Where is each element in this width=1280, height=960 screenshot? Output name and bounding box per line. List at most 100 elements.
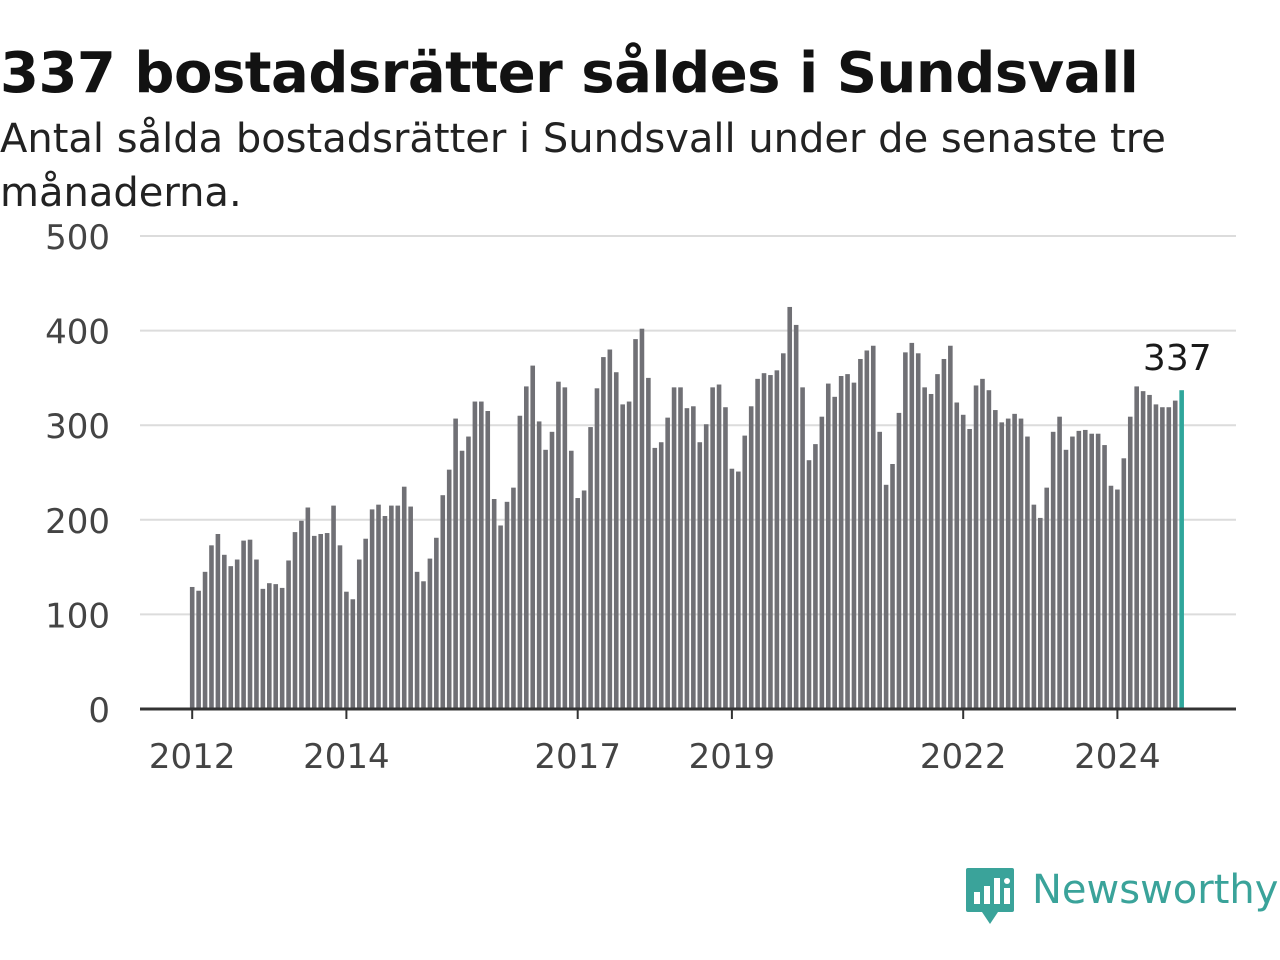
bar bbox=[453, 418, 458, 709]
bar bbox=[408, 506, 413, 709]
bar bbox=[286, 560, 291, 709]
bar bbox=[1070, 436, 1075, 709]
bar bbox=[273, 584, 279, 709]
bar bbox=[215, 533, 221, 709]
bar bbox=[1005, 418, 1011, 709]
bar bbox=[1082, 429, 1088, 709]
bar bbox=[1057, 416, 1062, 709]
bar bbox=[1076, 430, 1082, 709]
bar bbox=[1121, 458, 1127, 709]
bar bbox=[1172, 400, 1178, 709]
bar bbox=[1063, 449, 1069, 709]
bar bbox=[890, 463, 895, 709]
bar bbox=[189, 586, 195, 709]
bar bbox=[903, 352, 908, 709]
x-axis: 2012 2014 2017 2019 2022 2024 bbox=[140, 707, 1236, 777]
brand-name: Newsworthy bbox=[1032, 867, 1279, 913]
bar bbox=[305, 507, 311, 709]
bar bbox=[222, 554, 227, 709]
bar bbox=[915, 353, 921, 709]
bar-highlight bbox=[1179, 390, 1184, 709]
bar bbox=[511, 487, 516, 709]
bar bbox=[601, 357, 606, 709]
bar bbox=[581, 490, 587, 709]
bar bbox=[960, 414, 966, 709]
bar bbox=[311, 535, 317, 709]
bar bbox=[530, 365, 536, 709]
bar bbox=[1018, 418, 1024, 709]
bar bbox=[344, 591, 349, 709]
bar bbox=[588, 427, 593, 709]
bar bbox=[607, 349, 613, 709]
bar bbox=[1050, 431, 1056, 709]
bar bbox=[684, 408, 690, 709]
bar bbox=[434, 537, 439, 709]
bar bbox=[331, 505, 336, 709]
bar bbox=[620, 404, 625, 709]
bar bbox=[870, 345, 876, 709]
bar bbox=[549, 431, 555, 709]
bar bbox=[838, 376, 844, 709]
bar bbox=[1147, 394, 1152, 709]
bar bbox=[524, 386, 529, 709]
bar bbox=[639, 328, 645, 709]
bar bbox=[517, 415, 523, 709]
bar bbox=[1108, 485, 1114, 709]
bar bbox=[446, 469, 452, 709]
bar bbox=[819, 416, 825, 709]
bar bbox=[633, 339, 638, 709]
bar bbox=[845, 374, 850, 709]
bar bbox=[761, 373, 767, 709]
bar bbox=[1153, 404, 1159, 709]
bar bbox=[440, 495, 446, 709]
bar bbox=[363, 538, 368, 709]
bar bbox=[742, 435, 748, 709]
bar bbox=[993, 410, 998, 709]
bar bbox=[202, 571, 208, 709]
bar bbox=[781, 353, 786, 709]
bar bbox=[729, 468, 735, 709]
bar bbox=[356, 559, 362, 709]
bar bbox=[1089, 433, 1094, 709]
bar bbox=[941, 358, 947, 709]
bar bbox=[427, 558, 433, 709]
bar bbox=[883, 484, 889, 709]
bar bbox=[825, 383, 831, 709]
chart-title: 337 bostadsrätter såldes i Sundsvall bbox=[0, 41, 1139, 106]
bar bbox=[479, 401, 484, 709]
y-tick-label: 300 bbox=[45, 407, 110, 447]
bar bbox=[986, 390, 992, 709]
brand-logo: Newsworthy bbox=[964, 862, 1280, 928]
bar bbox=[851, 382, 857, 709]
bar bbox=[716, 384, 722, 709]
bar bbox=[209, 545, 214, 709]
bar bbox=[1031, 504, 1037, 709]
bar bbox=[556, 381, 561, 709]
bar bbox=[562, 387, 568, 709]
bar bbox=[723, 407, 728, 709]
bar bbox=[382, 516, 388, 709]
bar bbox=[498, 525, 503, 709]
bar bbox=[1115, 489, 1120, 709]
bar bbox=[922, 387, 927, 709]
bar bbox=[755, 378, 760, 709]
y-tick-label: 0 bbox=[88, 691, 110, 731]
bar bbox=[279, 587, 285, 709]
bar bbox=[1038, 517, 1043, 709]
bar bbox=[472, 401, 478, 709]
bar bbox=[594, 388, 600, 709]
bar bbox=[697, 442, 703, 709]
bar bbox=[401, 486, 407, 709]
y-tick-label: 200 bbox=[45, 502, 110, 542]
bar bbox=[800, 387, 805, 709]
bar bbox=[491, 498, 497, 709]
bar bbox=[832, 396, 837, 709]
bar bbox=[928, 393, 934, 709]
annotations: 337 bbox=[1143, 338, 1212, 379]
x-tick-label: 2014 bbox=[303, 737, 390, 777]
bar bbox=[787, 306, 793, 709]
bar bbox=[1127, 416, 1133, 709]
bar bbox=[421, 581, 426, 709]
bar bbox=[678, 387, 683, 709]
bar bbox=[575, 498, 580, 709]
